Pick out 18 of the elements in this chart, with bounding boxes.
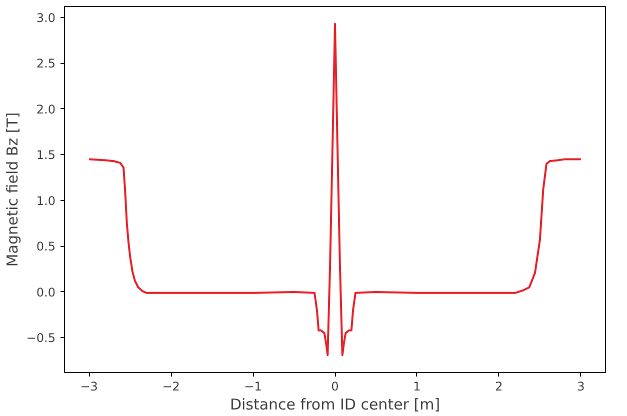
y-tick-label: 3.0 xyxy=(36,10,56,25)
y-tick-label: 0.5 xyxy=(36,240,56,254)
x-tick-label: −2 xyxy=(162,380,180,394)
y-tick-label: 0.0 xyxy=(36,285,56,300)
x-tick-label: 3 xyxy=(577,380,585,394)
x-tick-label: −3 xyxy=(80,380,98,394)
y-tick-label: 1.5 xyxy=(36,148,56,162)
y-tick-label: 2.0 xyxy=(36,102,56,116)
y-tick-label: −0.5 xyxy=(26,331,56,346)
line-series xyxy=(88,22,582,356)
x-tick-label: 0 xyxy=(331,380,339,394)
x-tick-label: 2 xyxy=(495,380,503,394)
x-tick-label: 1 xyxy=(413,380,421,394)
y-tick-label: 2.5 xyxy=(36,56,56,71)
x-tick-label: −1 xyxy=(244,380,262,394)
y-axis-title: Magnetic field Bz [T] xyxy=(3,112,22,267)
x-axis-title: Distance from ID center [m] xyxy=(230,396,440,414)
y-tick-label: 1.0 xyxy=(36,194,56,208)
